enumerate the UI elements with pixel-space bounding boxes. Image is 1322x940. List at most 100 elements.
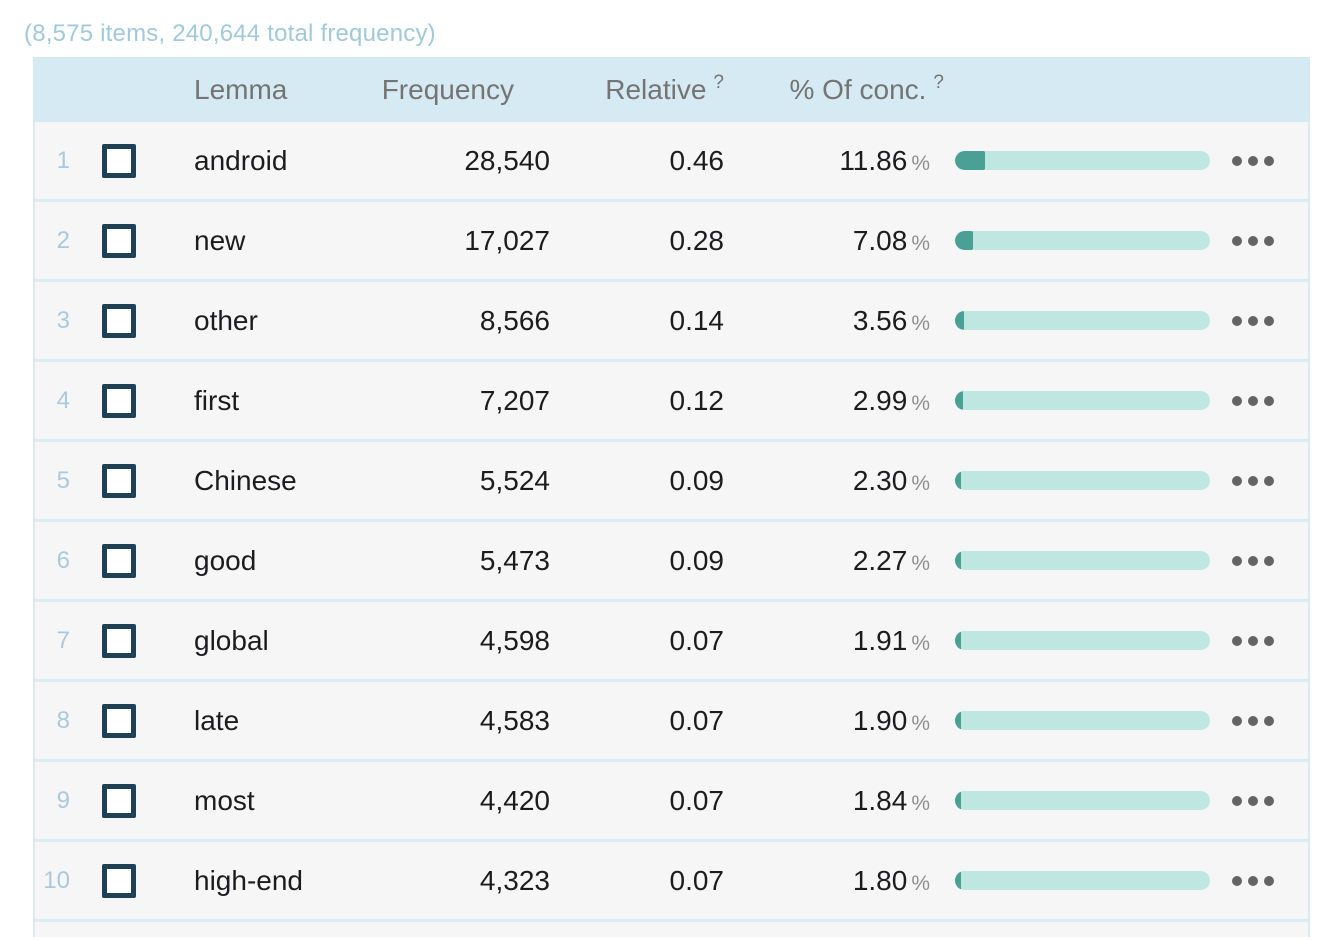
pct-of-conc-cell: 1.80% [724, 865, 930, 897]
relative-help-icon[interactable]: ? [713, 71, 724, 93]
relative-cell: 0.09 [669, 544, 725, 576]
pct-bar-fill [955, 471, 961, 490]
lemma-cell: new [194, 224, 246, 256]
pct-of-conc-cell: 3.56% [724, 305, 930, 337]
row-checkbox[interactable] [102, 783, 136, 818]
kebab-menu-icon[interactable] [1232, 792, 1274, 810]
pct-unit: % [911, 151, 930, 175]
lemma-cell: global [194, 624, 269, 656]
pct-value: 1.84 [852, 784, 908, 816]
pct-bar-track [955, 391, 1210, 410]
pct-of-conc-cell: 1.90% [724, 705, 930, 737]
relative-cell: 0.09 [669, 464, 725, 496]
kebab-menu-icon[interactable] [1232, 152, 1274, 170]
pct-value: 2.30 [852, 464, 908, 496]
relative-cell: 0.07 [669, 704, 725, 736]
row-checkbox[interactable] [102, 863, 136, 898]
wordlist-summary: (8,575 items, 240,644 total frequency) [24, 20, 436, 47]
pct-unit: % [911, 551, 930, 575]
table-row: 2 new 17,027 0.28 7.08% [35, 202, 1308, 282]
pct-bar-track [955, 551, 1210, 570]
pct-bar-fill [955, 791, 961, 810]
frequency-cell: 5,473 [479, 544, 550, 576]
pct-of-conc-cell: 2.27% [724, 545, 930, 577]
pct-of-conc-cell: 1.91% [724, 625, 930, 657]
row-index: 5 [56, 466, 70, 494]
table-row: 10 high-end 4,323 0.07 1.80% [35, 842, 1308, 922]
relative-cell: 0.28 [669, 224, 725, 256]
pct-unit: % [911, 311, 930, 335]
column-header-relative[interactable]: Relative? [550, 71, 724, 106]
row-checkbox[interactable] [102, 303, 136, 338]
row-checkbox[interactable] [102, 703, 136, 738]
kebab-menu-icon[interactable] [1232, 392, 1274, 410]
row-checkbox[interactable] [102, 623, 136, 658]
pct-bar-fill [955, 871, 961, 890]
row-checkbox[interactable] [102, 463, 136, 498]
row-index: 4 [56, 386, 70, 414]
table-row: 5 Chinese 5,524 0.09 2.30% [35, 442, 1308, 522]
pct-unit: % [911, 711, 930, 735]
column-header-lemma[interactable]: Lemma [194, 73, 288, 105]
row-index: 3 [56, 306, 70, 334]
lemma-cell: other [194, 304, 258, 336]
pct-bar-fill [955, 311, 965, 330]
pct-bar-track [955, 791, 1210, 810]
lemma-cell: android [194, 144, 288, 176]
column-header-pct-label: % Of conc. [789, 73, 927, 105]
frequency-cell: 8,566 [479, 304, 550, 336]
frequency-cell: 28,540 [464, 144, 550, 176]
row-index: 8 [56, 706, 70, 734]
kebab-menu-icon[interactable] [1232, 632, 1274, 650]
pct-unit: % [911, 231, 930, 255]
kebab-menu-icon[interactable] [1232, 552, 1274, 570]
kebab-menu-icon[interactable] [1232, 712, 1274, 730]
relative-cell: 0.14 [669, 304, 725, 336]
table-body: 1 android 28,540 0.46 11.86% 2 new 17,02… [33, 122, 1310, 937]
row-index: 2 [56, 226, 70, 254]
frequency-cell: 17,027 [464, 224, 550, 256]
pct-bar-track [955, 231, 1210, 250]
pct-of-conc-cell: 1.84% [724, 785, 930, 817]
relative-cell: 0.07 [669, 864, 725, 896]
pct-unit: % [911, 631, 930, 655]
kebab-menu-icon[interactable] [1232, 232, 1274, 250]
pct-bar-track [955, 871, 1210, 890]
pct-value: 2.27 [852, 544, 908, 576]
row-checkbox[interactable] [102, 223, 136, 258]
pct-value: 11.86 [839, 144, 908, 176]
pct-of-conc-help-icon[interactable]: ? [933, 71, 944, 93]
pct-bar-fill [955, 151, 986, 170]
pct-bar-track [955, 151, 1210, 170]
frequency-cell: 7,207 [479, 384, 550, 416]
pct-bar-track [955, 631, 1210, 650]
relative-cell: 0.07 [669, 624, 725, 656]
row-checkbox[interactable] [102, 143, 136, 178]
kebab-menu-icon[interactable] [1232, 472, 1274, 490]
relative-cell: 0.12 [669, 384, 725, 416]
pct-bar-track [955, 471, 1210, 490]
table-row: 6 good 5,473 0.09 2.27% [35, 522, 1308, 602]
table-row-partial [35, 922, 1308, 937]
frequency-cell: 4,420 [479, 784, 550, 816]
pct-unit: % [911, 471, 930, 495]
row-checkbox[interactable] [102, 383, 136, 418]
column-header-pct-of-conc[interactable]: % Of conc.? [738, 71, 944, 106]
table-row: 7 global 4,598 0.07 1.91% [35, 602, 1308, 682]
row-index: 9 [56, 786, 70, 814]
table-row: 9 most 4,420 0.07 1.84% [35, 762, 1308, 842]
pct-bar-fill [955, 711, 961, 730]
column-header-frequency[interactable]: Frequency [381, 73, 514, 105]
lemma-cell: late [194, 704, 240, 736]
row-checkbox[interactable] [102, 543, 136, 578]
frequency-cell: 4,583 [479, 704, 550, 736]
pct-bar-fill [955, 631, 961, 650]
pct-of-conc-cell: 2.99% [724, 385, 930, 417]
pct-bar-track [955, 711, 1210, 730]
kebab-menu-icon[interactable] [1232, 872, 1274, 890]
pct-bar-fill [955, 231, 974, 250]
pct-bar-fill [955, 391, 963, 410]
kebab-menu-icon[interactable] [1232, 312, 1274, 330]
pct-bar-fill [955, 551, 961, 570]
pct-value: 7.08 [852, 224, 908, 256]
